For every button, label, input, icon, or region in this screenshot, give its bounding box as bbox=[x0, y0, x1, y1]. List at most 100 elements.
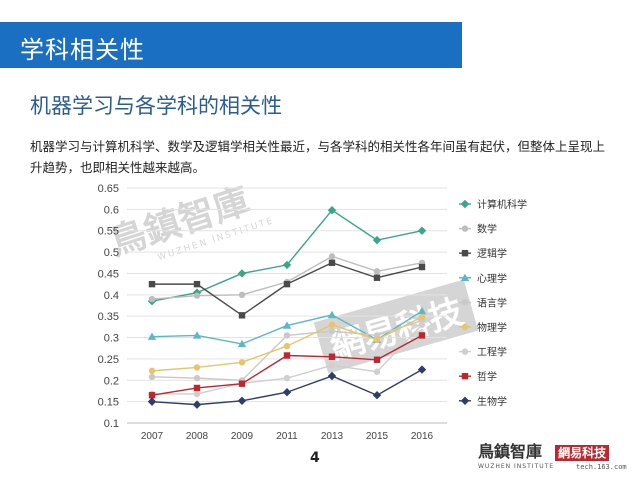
data-point bbox=[282, 260, 292, 270]
data-point bbox=[193, 292, 201, 299]
footer-brand-en: WUZHEN INSTITUTE bbox=[478, 463, 555, 470]
data-point bbox=[148, 280, 156, 288]
y-tick-label: 0.5 bbox=[104, 247, 119, 259]
chart-subtitle: 机器学习与各学科的相关性 bbox=[30, 94, 282, 118]
x-tick-label: 2008 bbox=[186, 431, 209, 442]
legend-marker bbox=[461, 373, 469, 380]
legend-marker bbox=[460, 199, 470, 209]
data-point bbox=[283, 332, 291, 339]
y-tick-label: 0.55 bbox=[98, 226, 119, 238]
data-point bbox=[192, 331, 202, 339]
footer-logo: 鳥鎮智庫 網易科技 WUZHEN INSTITUTE tech.163.com bbox=[478, 438, 627, 471]
y-tick-label: 0.65 bbox=[98, 183, 119, 195]
legend-marker bbox=[461, 323, 469, 331]
y-tick-label: 0.25 bbox=[98, 354, 119, 366]
y-tick-label: 0.15 bbox=[98, 397, 119, 409]
data-point bbox=[373, 368, 381, 375]
data-point bbox=[237, 269, 247, 278]
data-point bbox=[373, 336, 381, 343]
series-line-5 bbox=[151, 319, 423, 381]
x-tick-label: 2011 bbox=[276, 431, 298, 442]
header-band bbox=[0, 22, 462, 68]
footer-brand: 鳥鎮智庫 bbox=[478, 442, 543, 461]
data-point bbox=[238, 359, 246, 366]
y-tick-label: 0.4 bbox=[104, 290, 119, 302]
legend-marker bbox=[460, 396, 470, 405]
data-point bbox=[192, 400, 202, 409]
page-number: 4 bbox=[310, 450, 320, 466]
data-point bbox=[193, 384, 201, 392]
legend-label: 工程学 bbox=[477, 346, 507, 359]
legend-marker bbox=[461, 299, 469, 306]
x-tick-label: 2009 bbox=[231, 431, 254, 442]
data-point bbox=[193, 364, 201, 371]
data-point bbox=[328, 353, 336, 360]
data-point bbox=[328, 362, 336, 369]
data-point bbox=[193, 280, 201, 288]
data-point bbox=[327, 371, 337, 381]
data-point bbox=[372, 235, 382, 245]
data-point bbox=[283, 342, 291, 350]
data-point bbox=[237, 396, 247, 405]
legend-label: 逻辑学 bbox=[477, 247, 507, 260]
data-point bbox=[328, 253, 336, 260]
legend-marker bbox=[461, 348, 469, 355]
header-title: 学科相关性 bbox=[20, 36, 145, 64]
data-point bbox=[327, 206, 337, 215]
chart-series bbox=[147, 206, 427, 409]
data-point bbox=[372, 391, 382, 400]
data-point bbox=[147, 397, 157, 406]
legend-label: 生物学 bbox=[477, 395, 507, 408]
data-point bbox=[373, 356, 381, 363]
legend-label: 数学 bbox=[477, 223, 497, 236]
data-point bbox=[283, 374, 291, 382]
data-point bbox=[418, 321, 426, 328]
data-point bbox=[238, 312, 246, 319]
description-text: 机器学习与计算机科学、数学及逻辑学相关性最近，与各学科的相关性各年间虽有起伏，但… bbox=[30, 139, 606, 175]
data-point bbox=[328, 321, 336, 328]
y-tick-label: 0.2 bbox=[104, 375, 119, 387]
data-point bbox=[282, 321, 292, 329]
y-tick-label: 0.3 bbox=[104, 333, 119, 345]
data-point bbox=[418, 263, 426, 271]
data-point bbox=[238, 380, 246, 387]
data-point bbox=[417, 226, 427, 235]
data-point bbox=[283, 352, 291, 359]
y-tick-label: 0.1 bbox=[104, 418, 119, 430]
legend-label: 心理学 bbox=[477, 272, 507, 285]
data-point bbox=[148, 295, 156, 303]
y-tick-label: 0.6 bbox=[104, 204, 119, 216]
y-tick-label: 0.45 bbox=[98, 268, 119, 280]
data-point bbox=[193, 374, 201, 382]
data-point bbox=[237, 339, 247, 348]
footer-site-logo: 網易科技 bbox=[555, 445, 610, 461]
x-tick-label: 2007 bbox=[141, 431, 164, 442]
data-point bbox=[328, 259, 336, 266]
footer-site: tech.163.com bbox=[576, 463, 627, 471]
series-line-1 bbox=[151, 209, 423, 302]
data-point bbox=[328, 327, 336, 335]
data-point bbox=[238, 291, 246, 299]
legend-marker bbox=[461, 225, 469, 232]
legend-label: 哲学 bbox=[477, 370, 497, 383]
legend-marker bbox=[460, 273, 470, 281]
data-point bbox=[327, 310, 337, 319]
legend-label: 计算机科学 bbox=[477, 198, 527, 211]
x-tick-label: 2013 bbox=[321, 431, 344, 442]
chart-axes: 0.1 0.15 0.2 0.25 0.3 0.35 0.4 0.45 0.5 0.55 0.6 0.… bbox=[98, 183, 447, 442]
x-tick-label: 2016 bbox=[411, 431, 434, 442]
line-chart: 0.1 0.15 0.2 0.25 0.3 0.35 0.4 0.45 0.5 0.55 0.6 0.… bbox=[98, 183, 527, 442]
data-point bbox=[148, 367, 156, 375]
data-point bbox=[373, 274, 381, 281]
data-point bbox=[373, 268, 381, 275]
legend-marker bbox=[461, 250, 469, 257]
legend-label: 物理学 bbox=[477, 321, 507, 334]
y-tick-label: 0.35 bbox=[98, 311, 119, 323]
series-line-9 bbox=[151, 368, 423, 406]
x-tick-label: 2015 bbox=[366, 431, 389, 442]
data-point bbox=[418, 332, 426, 339]
data-point bbox=[193, 390, 201, 398]
data-point bbox=[417, 365, 427, 374]
chart-grid bbox=[127, 187, 447, 424]
